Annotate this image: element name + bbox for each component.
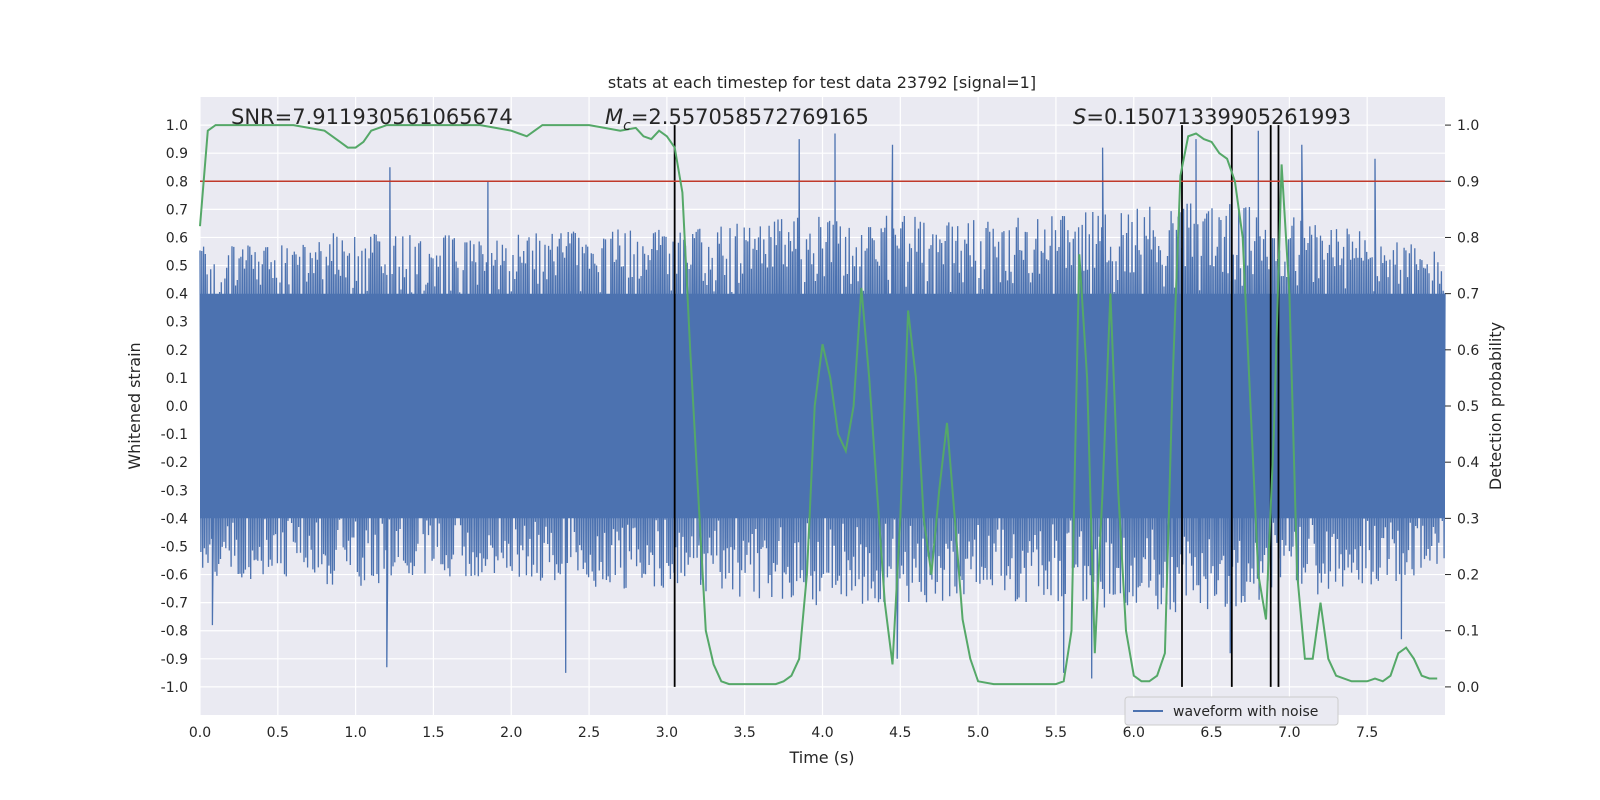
- y-left-tick-label: 0.4: [166, 287, 188, 303]
- y-left-tick-labels: 1.0 0.9 0.8 0.7 0.6 0.5 0.4 0.3 0.2 0.1 0.0 -0.1 -0.…: [161, 118, 188, 696]
- probability-series: [199, 124, 1438, 686]
- probability-line: [199, 124, 1438, 686]
- y-right-tick-label: 0.3: [1457, 511, 1479, 527]
- x-tick-label: 4.5: [889, 725, 911, 741]
- y-left-tick-label: 0.1: [166, 371, 188, 387]
- y-left-tick-label: -0.4: [161, 511, 188, 527]
- y-right-tick-label: 0.7: [1457, 287, 1479, 303]
- y-left-tick-label: 0.9: [166, 146, 188, 162]
- chart-title: stats at each timestep for test data 237…: [608, 73, 1036, 92]
- x-tick-label: 3.0: [656, 725, 678, 741]
- mc-value: =2.557058572769165: [631, 105, 869, 129]
- y-left-tick-label: -0.6: [161, 568, 188, 584]
- y-right-tick-label: 0.9: [1457, 174, 1479, 190]
- x-tick-label: 4.0: [811, 725, 833, 741]
- y-left-tick-label: -1.0: [161, 680, 188, 696]
- x-tick-labels: 0.0 0.5 1.0 1.5 2.0 2.5 3.0 3.5 4.0 4.5 5.0 5.5 6.0 6…: [189, 725, 1378, 741]
- x-tick-label: 5.0: [967, 725, 989, 741]
- x-tick-label: 2.0: [500, 725, 522, 741]
- y-right-tick-label: 0.2: [1457, 568, 1479, 584]
- x-tick-label: 1.0: [344, 725, 366, 741]
- legend-box: [1124, 696, 1339, 726]
- y-left-tick-label: 1.0: [166, 118, 188, 134]
- y-right-tick-label: 1.0: [1457, 118, 1479, 134]
- x-tick-label: 2.5: [578, 725, 600, 741]
- legend-label: waveform with noise: [1173, 704, 1318, 720]
- y-left-tick-label: -0.8: [161, 624, 188, 640]
- y-left-tick-label: -0.9: [161, 652, 188, 668]
- x-tick-label: 3.5: [734, 725, 756, 741]
- y-left-axis-label: Whitened strain: [125, 342, 144, 469]
- strain-series: [199, 130, 1446, 679]
- x-tick-label: 5.5: [1045, 725, 1067, 741]
- y-left-tick-label: -0.5: [161, 539, 188, 555]
- y-left-tick-label: 0.5: [166, 259, 188, 275]
- x-tick-label: 6.5: [1200, 725, 1222, 741]
- y-right-tick-label: 0.1: [1457, 624, 1479, 640]
- y-left-tick-label: 0.0: [166, 399, 188, 415]
- y-right-tick-label: 0.4: [1457, 455, 1479, 471]
- y-right-axis-label: Detection probability: [1486, 322, 1505, 490]
- x-tick-label: 0.0: [189, 725, 211, 741]
- y-right-tick-label: 0.0: [1457, 680, 1479, 696]
- y-left-tick-label: 0.7: [166, 202, 188, 218]
- y-left-tick-label: -0.2: [161, 455, 188, 471]
- snr-annotation: SNR=7.911930561065674: [231, 105, 513, 129]
- vertical-markers: [673, 125, 1280, 687]
- x-tick-label: 7.5: [1356, 725, 1378, 741]
- x-axis-label: Time (s): [788, 748, 854, 767]
- y-left-tick-label: -0.7: [161, 596, 188, 612]
- y-right-tick-label: 0.6: [1457, 343, 1479, 359]
- y-right-tick-label: 0.8: [1457, 230, 1479, 246]
- y-right-tick-labels: 1.0 0.9 0.8 0.7 0.6 0.5 0.4 0.3 0.2 0.1 0.0: [1445, 118, 1479, 696]
- y-left-tick-label: 0.2: [166, 343, 188, 359]
- s-symbol: S: [1073, 105, 1086, 129]
- y-left-tick-label: 0.8: [166, 174, 188, 190]
- y-right-tick-label: 0.5: [1457, 399, 1479, 415]
- s-annotation: S=0.15071339905261993: [1073, 105, 1351, 129]
- x-tick-label: 0.5: [267, 725, 289, 741]
- s-value: =0.15071339905261993: [1086, 105, 1351, 129]
- y-left-tick-label: 0.3: [166, 315, 188, 331]
- strain-core: [200, 293, 1445, 519]
- x-tick-label: 6.0: [1123, 725, 1145, 741]
- mc-annotation: Mc=2.557058572769165: [605, 105, 869, 134]
- x-tick-label: 1.5: [422, 725, 444, 741]
- legend: waveform with noise: [1124, 696, 1339, 726]
- x-tick-label: 7.0: [1278, 725, 1300, 741]
- y-left-tick-label: -0.3: [161, 483, 188, 499]
- mc-symbol: M: [605, 105, 623, 129]
- mc-subscript: c: [623, 118, 631, 134]
- y-left-tick-label: -0.1: [161, 427, 188, 443]
- y-left-tick-label: 0.6: [166, 230, 188, 246]
